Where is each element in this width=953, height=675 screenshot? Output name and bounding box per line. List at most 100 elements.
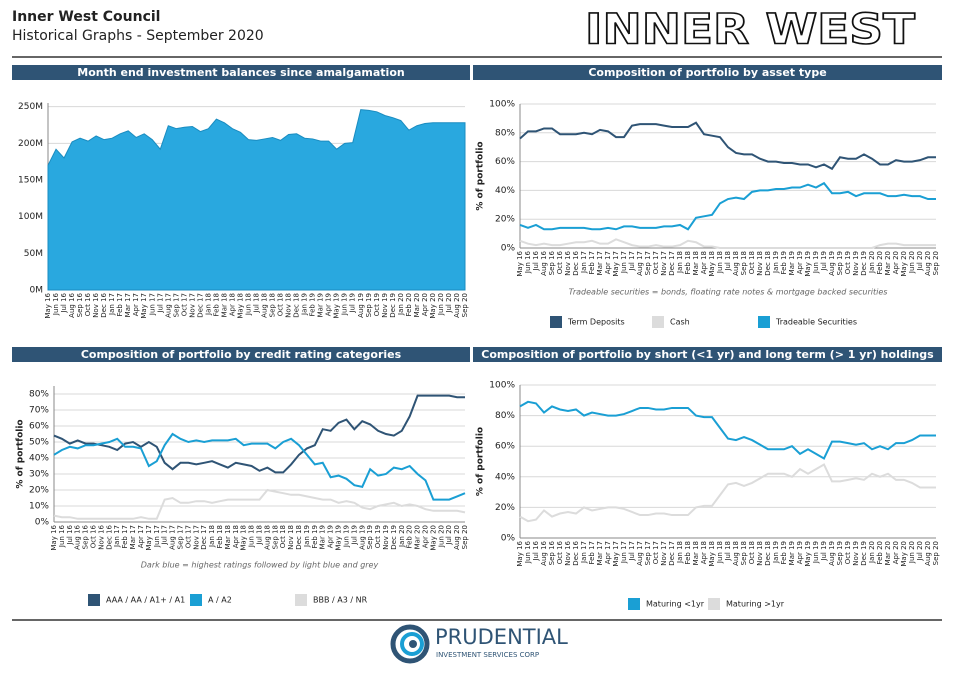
x-tick-label: Apr 19 — [796, 251, 804, 274]
x-tick-label: Nov 16 — [97, 524, 105, 549]
x-tick-label: May 16 — [50, 524, 58, 550]
x-tick-label: Mar 20 — [414, 525, 422, 549]
x-tick-label: Jun 16 — [524, 540, 532, 564]
x-tick-label: Sep 17 — [644, 251, 652, 275]
legend-label: BBB / A3 / NR — [313, 596, 368, 605]
x-tick-label: Mar 18 — [224, 525, 232, 549]
x-tick-label: Aug 18 — [732, 251, 740, 276]
x-tick-label: Apr 20 — [421, 293, 429, 316]
legend-label: Tradeable Securities — [775, 318, 857, 327]
x-tick-label: Jul 17 — [628, 251, 636, 272]
x-tick-label: Jan 19 — [772, 541, 780, 564]
x-tick-label: Sep 16 — [548, 540, 556, 565]
x-tick-label: Oct 18 — [748, 251, 756, 274]
x-tick-label: Dec 17 — [196, 293, 204, 318]
x-tick-label: Jan 17 — [580, 541, 588, 564]
x-tick-label: Jun 17 — [620, 251, 628, 274]
x-tick-label: Oct 18 — [748, 541, 756, 564]
x-tick-label: Apr 19 — [325, 293, 333, 316]
x-tick-label: Mar 18 — [692, 541, 700, 565]
x-tick-label: May 19 — [335, 525, 343, 551]
x-tick-label: Aug 17 — [636, 251, 644, 276]
x-tick-label: Dec 17 — [668, 541, 676, 566]
x-tick-label: Jan 18 — [204, 293, 212, 316]
note: Tradeable securities = bonds, floating r… — [569, 288, 888, 297]
x-tick-label: Jun 19 — [342, 525, 350, 548]
x-tick-label: Jan 18 — [676, 251, 684, 274]
x-tick-label: Dec 18 — [764, 251, 772, 276]
x-tick-label: Aug 20 — [924, 251, 932, 276]
x-tick-label: Feb 18 — [216, 525, 224, 549]
line — [53, 488, 466, 520]
y-tick-label: 0% — [35, 518, 50, 528]
x-tick-label: Jun 17 — [148, 293, 156, 316]
chart-title: Composition of portfolio by asset type — [588, 66, 826, 79]
x-tick-label: Jun 20 — [437, 525, 445, 548]
x-tick-label: Jul 20 — [916, 251, 924, 272]
x-tick-label: Sep 20 — [461, 525, 469, 549]
legend-label: Term Deposits — [567, 318, 625, 327]
y-tick-label: 60% — [495, 157, 515, 167]
x-tick-label: Apr 18 — [228, 293, 236, 316]
x-tick-label: Aug 19 — [828, 541, 836, 566]
x-tick-label: Sep 20 — [932, 251, 940, 275]
x-tick-label: Jun 18 — [716, 251, 724, 274]
y-tick-label: 150M — [18, 176, 43, 186]
x-tick-label: Dec 18 — [764, 541, 772, 566]
y-tick-label: 0% — [501, 244, 516, 254]
x-tick-label: Nov 18 — [285, 293, 293, 318]
y-tick-label: 80% — [495, 128, 515, 138]
x-tick-label: Oct 18 — [279, 525, 287, 548]
x-tick-label: May 17 — [140, 293, 148, 319]
x-tick-label: Feb 17 — [588, 541, 596, 565]
x-tick-label: Aug 18 — [261, 293, 269, 318]
x-tick-label: Apr 20 — [892, 541, 900, 564]
x-tick-label: Jun 16 — [524, 250, 532, 274]
x-tick-label: Sep 19 — [836, 541, 844, 565]
x-tick-label: Dec 18 — [295, 525, 303, 550]
x-tick-label: Oct 19 — [844, 251, 852, 274]
x-tick-label: Jul 17 — [628, 541, 636, 562]
y-tick-label: 250M — [18, 102, 43, 112]
x-tick-label: Jan 20 — [868, 541, 876, 564]
x-tick-label: Mar 19 — [788, 251, 796, 275]
x-tick-label: Nov 19 — [852, 541, 860, 566]
x-tick-label: Aug 16 — [540, 250, 548, 275]
footer-logo-mark — [390, 624, 430, 664]
x-tick-label: May 16 — [44, 292, 52, 318]
x-tick-label: Apr 18 — [700, 251, 708, 274]
legend-label: Maturing <1yr — [646, 600, 705, 609]
x-tick-label: Oct 17 — [652, 251, 660, 274]
y-tick-label: 50% — [29, 438, 49, 448]
x-tick-label: Mar 18 — [692, 251, 700, 275]
x-tick-label: Nov 19 — [382, 525, 390, 550]
x-tick-label: Feb 17 — [116, 293, 124, 317]
x-tick-label: Mar 19 — [317, 293, 325, 317]
x-tick-label: Sep 16 — [76, 292, 84, 317]
x-tick-label: Apr 19 — [796, 541, 804, 564]
x-tick-label: May 20 — [429, 293, 437, 319]
x-tick-label: Aug 18 — [263, 525, 271, 550]
x-tick-label: Mar 19 — [319, 525, 327, 549]
x-tick-label: Jul 18 — [724, 541, 732, 562]
x-tick-label: Mar 17 — [129, 525, 137, 549]
x-tick-label: May 16 — [516, 250, 524, 276]
area — [47, 109, 466, 291]
title-bar — [12, 347, 470, 362]
x-tick-label: Feb 18 — [684, 251, 692, 275]
x-tick-label: Jul 19 — [349, 293, 357, 314]
x-tick-label: Nov 16 — [92, 292, 100, 317]
x-tick-label: Aug 16 — [74, 524, 82, 549]
x-tick-label: Apr 18 — [232, 525, 240, 548]
y-tick-label: 80% — [29, 390, 49, 400]
x-tick-label: Aug 17 — [636, 541, 644, 566]
x-tick-label: Feb 20 — [405, 293, 413, 317]
x-tick-label: Sep 17 — [176, 525, 184, 549]
chart-title: Composition of portfolio by credit ratin… — [81, 348, 402, 361]
x-tick-label: Aug 16 — [68, 292, 76, 317]
x-tick-label: Jun 18 — [244, 293, 252, 316]
y-tick-label: 200M — [18, 139, 43, 149]
y-tick-label: 20% — [495, 503, 515, 513]
x-tick-label: Jun 20 — [908, 251, 916, 274]
legend-swatch — [652, 316, 664, 328]
